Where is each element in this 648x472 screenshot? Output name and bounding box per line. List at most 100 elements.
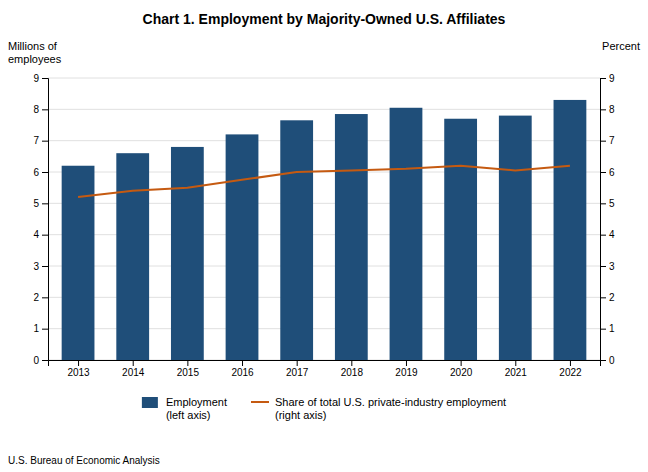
- text-line: Share of total U.S. private-industry emp…: [275, 396, 506, 408]
- tick-mark: [42, 266, 48, 267]
- tick-mark: [461, 360, 462, 366]
- tick: 2021: [505, 360, 528, 378]
- text-line: Millions of: [8, 40, 58, 52]
- tick-mark: [351, 360, 352, 366]
- tick: 9: [33, 73, 48, 84]
- line: [78, 166, 570, 197]
- tick: 5: [33, 198, 48, 209]
- tick-label: 4: [33, 229, 39, 240]
- tick-label: 0: [33, 355, 39, 366]
- tick-mark: [600, 360, 606, 361]
- tick-mark: [600, 172, 606, 173]
- tick-mark: [600, 297, 606, 298]
- tick-label: 2017: [286, 367, 309, 378]
- axis-line: [42, 79, 49, 361]
- tick: 2013: [67, 360, 90, 378]
- tick-label: 2018: [341, 367, 364, 378]
- tick-label: 2021: [505, 367, 528, 378]
- tick: 6: [33, 167, 48, 178]
- text-line: Employment: [166, 396, 227, 408]
- bar: [499, 116, 532, 360]
- tick-mark: [600, 78, 606, 79]
- x-axis: 2013201420152016201720182019202020212022: [49, 360, 601, 378]
- chart: 2013201420152016201720182019202020212022…: [0, 0, 648, 472]
- text-line: Percent: [602, 40, 640, 52]
- annotation: U.S. Bureau of Economic Analysis: [8, 455, 160, 466]
- text-line: (left axis): [166, 409, 211, 421]
- legend-swatch: [251, 401, 269, 403]
- text-line: employees: [8, 53, 62, 65]
- tick: 7: [600, 135, 615, 146]
- tick-mark: [600, 141, 606, 142]
- tick-mark: [600, 235, 606, 236]
- tick-label: 2013: [67, 367, 90, 378]
- tick-label: 2: [609, 292, 615, 303]
- tick-label: 2020: [450, 367, 473, 378]
- axis-line: [601, 79, 607, 361]
- tick: 2018: [341, 360, 364, 378]
- tick-mark: [42, 297, 48, 298]
- bar: [226, 134, 259, 360]
- tick-mark: [600, 109, 606, 110]
- tick-mark: [42, 172, 48, 173]
- bar: [280, 120, 313, 360]
- tick-label: 4: [609, 229, 615, 240]
- tick-label: 7: [609, 135, 615, 146]
- tick-label: 3: [33, 261, 39, 272]
- grid-line: [48, 78, 600, 79]
- bar: [335, 114, 368, 360]
- tick: 5: [600, 198, 615, 209]
- tick-label: 5: [609, 198, 615, 209]
- tick-label: 2014: [122, 367, 145, 378]
- tick-label: 1: [33, 323, 39, 334]
- tick-label: 8: [33, 104, 39, 115]
- legend-item: Employment(left axis): [142, 396, 227, 421]
- tick: 2: [33, 292, 48, 303]
- tick-mark: [42, 360, 48, 361]
- bar: [171, 147, 204, 360]
- tick: 9: [600, 73, 615, 84]
- tick-mark: [406, 360, 407, 366]
- legend-label: Employment(left axis): [166, 396, 227, 421]
- legend-label: Share of total U.S. private-industry emp…: [275, 396, 506, 421]
- tick: 1: [600, 323, 615, 334]
- tick-label: 6: [33, 167, 39, 178]
- bar-series: [62, 100, 587, 360]
- tick: 1: [33, 323, 48, 334]
- tick-mark: [242, 360, 243, 366]
- bar: [444, 119, 477, 360]
- tick-label: 0: [609, 355, 615, 366]
- tick: 2016: [231, 360, 254, 378]
- axis-line: [49, 361, 601, 367]
- tick-mark: [570, 360, 571, 366]
- tick: 4: [600, 229, 615, 240]
- y-axis-label: Millions ofemployees: [8, 40, 62, 65]
- tick-label: 2: [33, 292, 39, 303]
- legend: Employment(left axis) Share of total U.S.…: [142, 396, 506, 421]
- tick: 2019: [395, 360, 418, 378]
- tick-label: 9: [609, 73, 615, 84]
- y2-axis-label: Percent: [602, 40, 640, 52]
- tick-label: 2015: [177, 367, 200, 378]
- tick: 4: [33, 229, 48, 240]
- tick-label: 2019: [395, 367, 418, 378]
- tick: 8: [33, 104, 48, 115]
- tick-label: 5: [33, 198, 39, 209]
- tick: 2015: [177, 360, 200, 378]
- tick-label: 9: [33, 73, 39, 84]
- tick-mark: [78, 360, 79, 366]
- y-axis: 0123456789: [33, 73, 48, 366]
- tick-mark: [42, 109, 48, 110]
- tick-label: 1: [609, 323, 615, 334]
- tick-mark: [133, 360, 134, 366]
- grid: [48, 78, 600, 360]
- tick-label: 2016: [231, 367, 254, 378]
- tick: 3: [600, 261, 615, 272]
- bar: [390, 108, 423, 360]
- tick-label: 3: [609, 261, 615, 272]
- plot-area: [62, 100, 587, 360]
- title: Chart 1. Employment by Majority-Owned U.…: [143, 11, 506, 27]
- tick-mark: [187, 360, 188, 366]
- tick: 6: [600, 167, 615, 178]
- text-line: (right axis): [275, 409, 326, 421]
